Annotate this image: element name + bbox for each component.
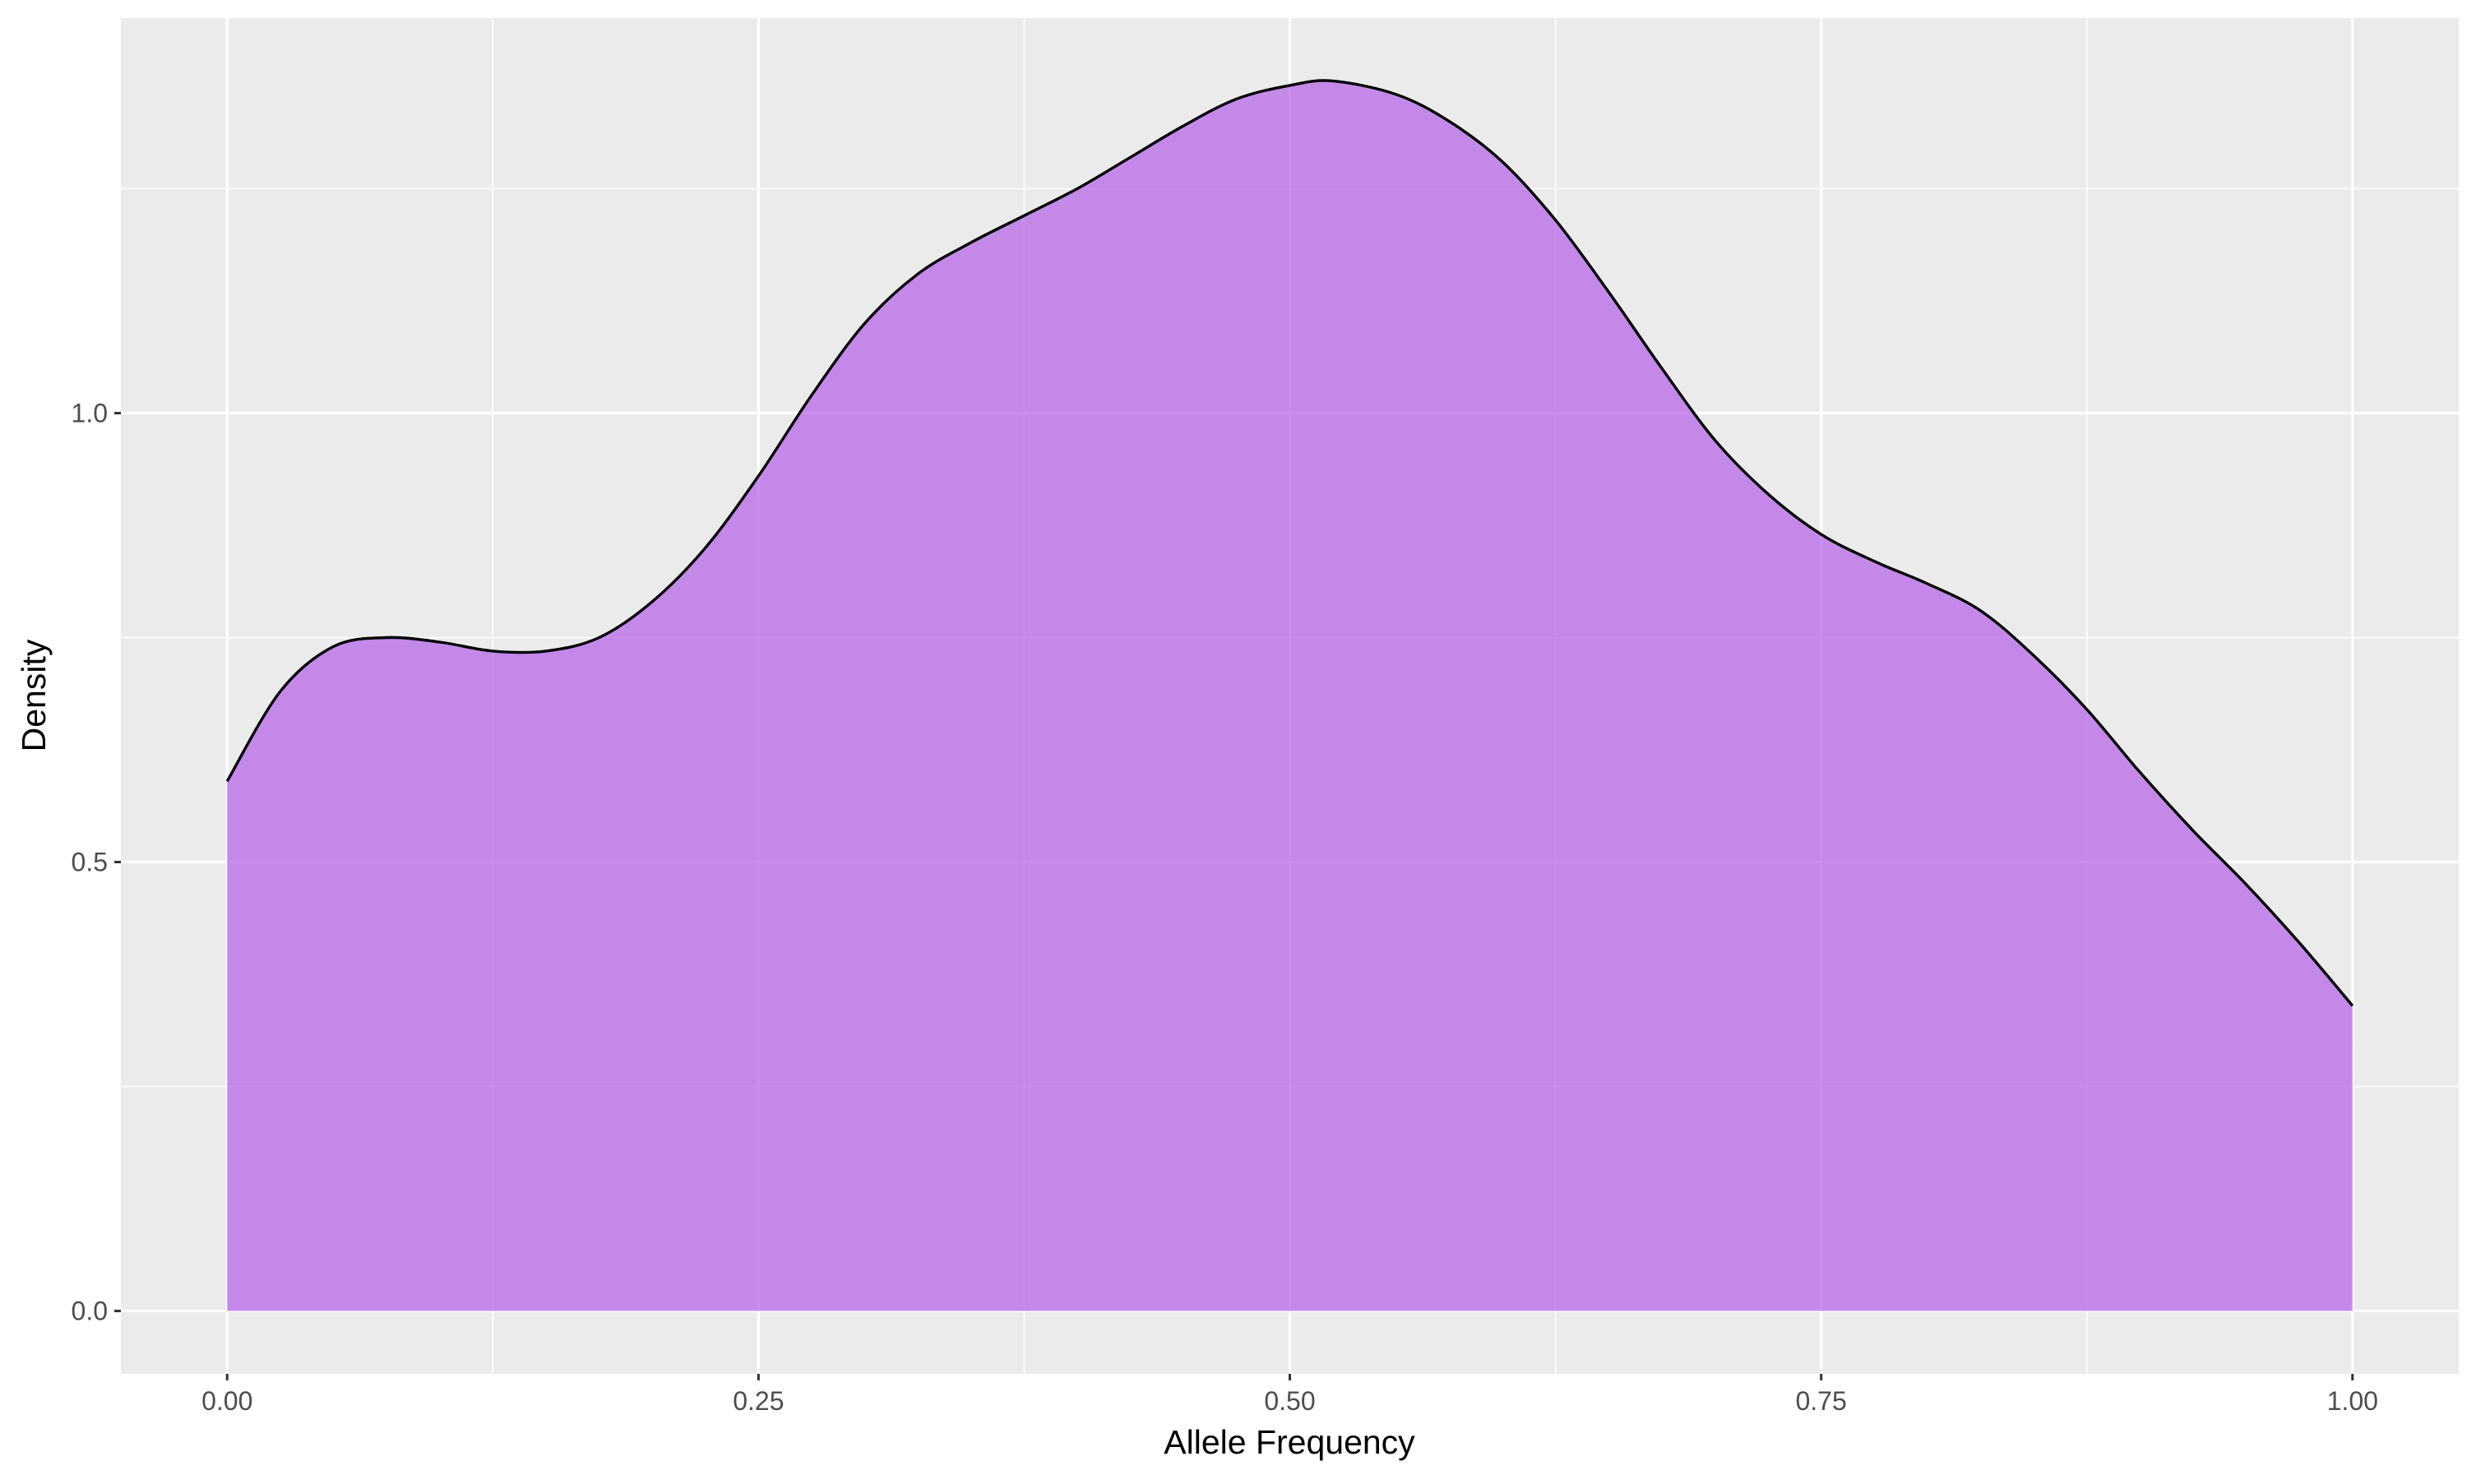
- x-tick-label: 0.50: [1264, 1386, 1315, 1416]
- x-axis-title: Allele Frequency: [1164, 1423, 1415, 1461]
- x-tick-label: 0.75: [1795, 1386, 1846, 1416]
- density-line: [225, 79, 2354, 1007]
- x-tick-label: 0.00: [201, 1386, 252, 1416]
- y-tick-label: 1.0: [72, 399, 108, 428]
- y-axis-title: Density: [15, 639, 53, 751]
- y-tick-label: 0.5: [72, 848, 108, 877]
- y-tick-label: 0.0: [72, 1297, 108, 1326]
- density-area: [227, 80, 2353, 1311]
- x-axis: 0.00 0.25 0.50 0.75 1.00: [201, 1374, 2378, 1416]
- y-axis: 0.0 0.5 1.0: [72, 399, 121, 1326]
- x-tick-label: 0.25: [733, 1386, 784, 1416]
- density-marks: [225, 79, 2354, 1311]
- x-tick-label: 1.00: [2327, 1386, 2378, 1416]
